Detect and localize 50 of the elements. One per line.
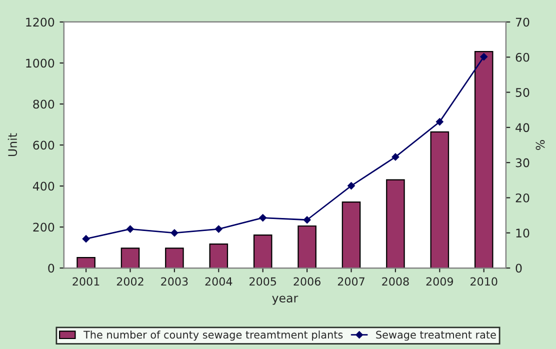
- y2-tick-label: 20: [516, 193, 530, 202]
- bar: [298, 225, 316, 268]
- bar: [386, 179, 405, 268]
- bar: [253, 234, 272, 268]
- y2-tick-label: 10: [516, 228, 530, 238]
- point: [82, 235, 90, 242]
- y2-tick-label: 40: [516, 123, 530, 132]
- y-tick-label: 1000: [26, 58, 54, 68]
- x-axis-title: year: [272, 296, 298, 305]
- y2-tick-label: 50: [516, 88, 530, 97]
- point: [126, 225, 134, 233]
- y2-tick-label: 30: [516, 158, 530, 168]
- point: [170, 229, 178, 237]
- x-tick-label: 2010: [470, 277, 498, 286]
- y-axis-title: Unit: [8, 133, 18, 156]
- y-tick-label: 800: [33, 100, 54, 109]
- x-tick-label: 2004: [205, 277, 232, 286]
- point: [392, 153, 400, 161]
- bar: [76, 257, 96, 268]
- y-tick-label: 400: [32, 182, 54, 191]
- bar: [342, 201, 361, 268]
- point: [480, 53, 488, 60]
- bar: [430, 131, 450, 268]
- y2-tick-label: 0: [516, 264, 522, 273]
- bar: [165, 248, 184, 268]
- y-tick-label: 600: [33, 140, 54, 150]
- point: [259, 214, 266, 222]
- point: [303, 216, 311, 224]
- x-tick-label: 2005: [250, 277, 276, 286]
- legend-label: Sewage treatment rate: [376, 330, 496, 341]
- x-tick-label: 2006: [294, 277, 320, 286]
- x-tick-label: 2001: [72, 277, 100, 286]
- legend-label: The number of county sewage treamtment plants: [83, 330, 343, 341]
- y2-tick-label: 60: [516, 52, 530, 62]
- x-tick-label: 2009: [426, 277, 454, 286]
- y2-axis-title: %: [536, 140, 545, 150]
- bar: [474, 50, 494, 268]
- x-tick-label: 2003: [161, 277, 188, 286]
- point: [348, 182, 355, 190]
- point: [436, 118, 444, 126]
- y2-tick-label: 70: [516, 18, 530, 27]
- x-tick-label: 2008: [382, 277, 409, 286]
- x-tick-label: 2007: [338, 277, 364, 286]
- y-tick-label: 1200: [26, 18, 54, 27]
- x-tick-label: 2002: [116, 277, 144, 286]
- bar: [209, 243, 228, 268]
- y-tick-label: 200: [33, 222, 54, 232]
- bar: [120, 248, 140, 268]
- point: [215, 225, 222, 233]
- y-tick-label: 0: [48, 264, 54, 273]
